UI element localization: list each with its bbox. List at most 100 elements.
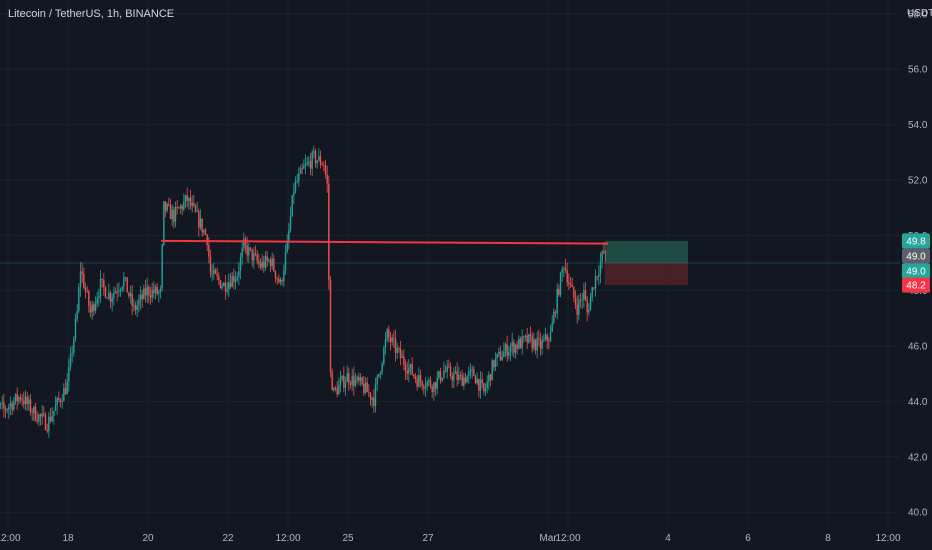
time-tick-label: 12:00 [275, 533, 300, 544]
candle-up [191, 195, 193, 213]
candle-up [279, 277, 282, 286]
candle-up [171, 204, 173, 227]
candle-down [489, 374, 492, 387]
candle-down [343, 366, 345, 393]
candle-up [234, 270, 237, 290]
candle-up [24, 390, 27, 411]
candle-up [583, 283, 585, 308]
candle-down [301, 163, 303, 175]
candle-up [441, 377, 443, 383]
price-tick-label: 46.0 [908, 342, 928, 353]
candle-down [449, 362, 452, 379]
candle-up [118, 282, 120, 297]
candle-down [531, 331, 533, 353]
position-zones [604, 240, 689, 286]
candle-down [168, 197, 170, 207]
candle-down [516, 340, 518, 355]
candle-down [251, 248, 253, 267]
candle-down [413, 373, 415, 380]
candle-down [506, 335, 508, 362]
candle-down [416, 375, 418, 391]
candle-up [196, 201, 198, 213]
candle-down [348, 367, 350, 391]
candle-down [328, 175, 330, 290]
candle-down [421, 380, 423, 391]
candle-down [189, 189, 192, 210]
candle-up [119, 287, 122, 297]
candle-down [256, 249, 258, 265]
candle-up [9, 396, 12, 416]
candle-up [261, 254, 263, 271]
candle-down [389, 331, 392, 351]
symbol-title: Litecoin / TetherUS, 1h, BINANCE [8, 8, 175, 20]
candle-down [329, 276, 332, 378]
time-tick-label: 20 [142, 533, 154, 544]
candle-up [436, 370, 438, 395]
candle-down [249, 246, 252, 252]
candle-down [393, 330, 395, 348]
candle-up [63, 383, 65, 402]
candle-down [49, 408, 52, 424]
time-tick-label: Mar [539, 533, 557, 544]
candle-up [1, 395, 3, 410]
candle-up [339, 371, 342, 393]
candle-down [116, 283, 118, 302]
candle-down [176, 200, 178, 215]
candle-up [391, 333, 393, 346]
candle-up [379, 371, 382, 380]
candle-up [376, 374, 378, 391]
candle-down [493, 360, 495, 372]
candle-up [71, 345, 73, 363]
svg-text:49.0: 49.0 [906, 267, 926, 278]
candle-down [369, 392, 372, 406]
candle-down [276, 277, 278, 285]
candle-up [333, 386, 335, 393]
candle-up [264, 250, 267, 271]
candle-up [13, 397, 15, 412]
candle-down [218, 272, 220, 286]
candle-up [138, 294, 140, 313]
candle-down [269, 256, 272, 273]
candle-up [298, 167, 300, 187]
candle-up [559, 271, 562, 298]
candle-up [443, 361, 445, 380]
candle-down [523, 335, 525, 343]
candle-up [549, 324, 552, 343]
candle-down [83, 267, 85, 290]
candle-up [288, 222, 290, 250]
candle-down [451, 372, 453, 389]
candle-down [529, 326, 532, 343]
candle-up [598, 265, 600, 285]
candle-down [388, 325, 390, 343]
svg-text:49.8: 49.8 [906, 236, 926, 247]
candle-up [61, 393, 63, 409]
candle-down [209, 249, 212, 278]
candle-down [181, 203, 183, 216]
candle-up [286, 234, 288, 254]
candle-up [174, 201, 177, 228]
svg-text:49.0: 49.0 [906, 252, 926, 263]
candle-up [541, 335, 543, 355]
candle-up [553, 308, 555, 325]
candle-up [418, 367, 420, 388]
candle-down [103, 272, 105, 297]
candle-up [238, 262, 240, 286]
entry-price-badge: 49.0 [902, 263, 930, 279]
candle-down [19, 393, 22, 404]
candle-up [136, 299, 138, 317]
candle-down [104, 285, 107, 299]
candle-up [346, 365, 348, 383]
candle-up [594, 269, 597, 297]
candle-down [403, 349, 405, 371]
candle-up [268, 258, 270, 263]
candle-up [374, 377, 377, 413]
time-tick-label: 22 [222, 533, 234, 544]
candle-up [56, 396, 58, 415]
candle-up [396, 342, 398, 360]
candle-down [216, 267, 218, 281]
candle-up [151, 282, 153, 303]
candle-up [524, 334, 527, 342]
candle-down [519, 336, 522, 349]
